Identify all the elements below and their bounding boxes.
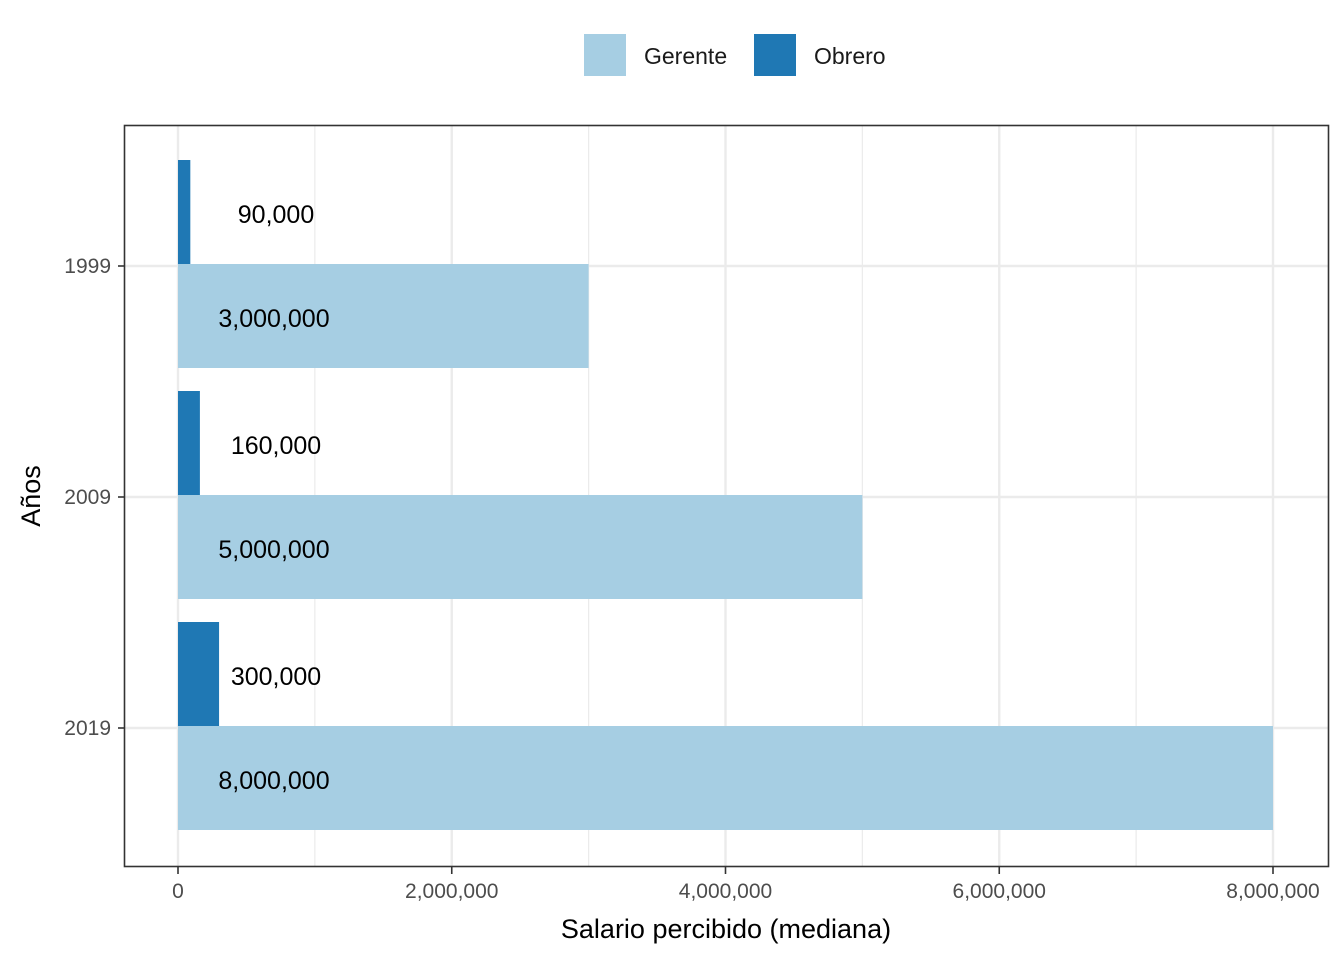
x-axis-title: Salario percibido (mediana) [561, 914, 891, 944]
legend-swatch-obrero [754, 34, 796, 76]
bar-obrero-2009 [178, 391, 200, 495]
bar-label-gerente-2019: 8,000,000 [218, 767, 329, 795]
bar-obrero-1999 [178, 160, 191, 264]
x-tick-label: 6,000,000 [953, 880, 1046, 903]
bar-label-obrero-1999: 90,000 [238, 201, 314, 229]
x-tick-label: 2,000,000 [405, 880, 498, 903]
y-tick-label: 2019 [64, 717, 111, 740]
bar-gerente-1999 [178, 264, 589, 368]
x-tick-label: 0 [172, 880, 184, 903]
bar-gerente-2019 [178, 726, 1273, 830]
bar-labels: 3,000,000 90,000 5,000,000 160,000 8,000,000… [218, 201, 329, 795]
y-axis-title: Años [16, 465, 46, 527]
x-tick-label: 8,000,000 [1226, 880, 1319, 903]
bar-label-gerente-1999: 3,000,000 [218, 305, 329, 333]
y-tick-label: 2009 [64, 486, 111, 509]
bars [178, 160, 1273, 830]
y-axis: 1999 2009 2019 [64, 255, 125, 740]
legend-label-obrero: Obrero [814, 43, 886, 69]
y-tick-label: 1999 [64, 255, 111, 278]
bar-gerente-2009 [178, 495, 863, 599]
x-axis: 0 2,000,000 4,000,000 6,000,000 8,000,000 [172, 867, 1320, 903]
bar-label-gerente-2009: 5,000,000 [218, 536, 329, 564]
x-tick-label: 4,000,000 [679, 880, 772, 903]
plot-panel-border [123, 124, 1330, 868]
legend: Gerente Obrero [584, 34, 886, 76]
legend-swatch-gerente [584, 34, 626, 76]
legend-label-gerente: Gerente [644, 43, 727, 69]
bar-label-obrero-2009: 160,000 [231, 432, 321, 460]
bar-obrero-2019 [178, 622, 220, 726]
bar-label-obrero-2019: 300,000 [231, 663, 321, 691]
